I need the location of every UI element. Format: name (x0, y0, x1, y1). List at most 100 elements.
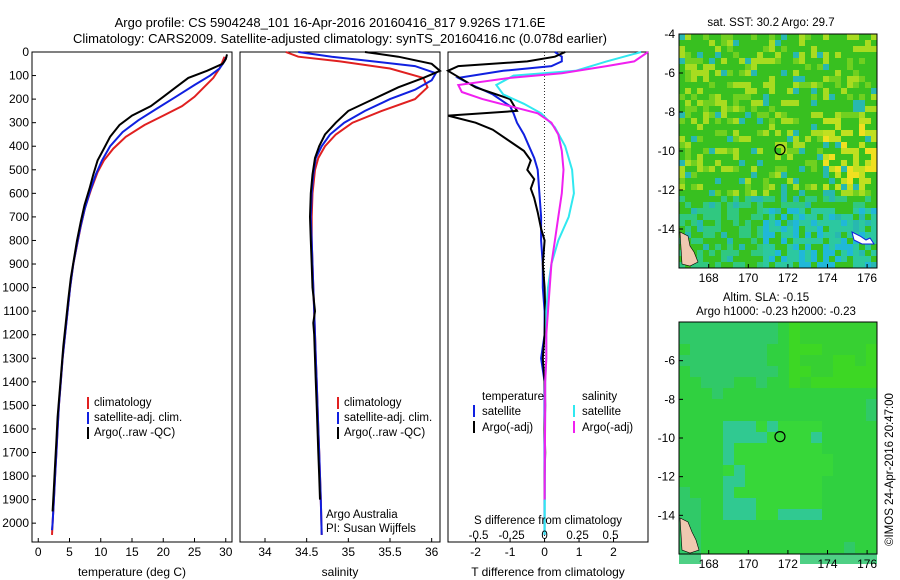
sst-cell (775, 52, 781, 58)
sst-cell (853, 100, 859, 106)
sst-cell (847, 244, 853, 250)
sst-cell (685, 226, 691, 232)
sst-cell (709, 226, 715, 232)
sst-cell (793, 118, 799, 124)
sst-cell (841, 190, 847, 196)
legend-title-temperature: temperature (482, 391, 544, 403)
x-tick-label: 176 (857, 271, 877, 285)
sst-cell (829, 220, 835, 226)
sst-cell (871, 106, 877, 112)
sla-cell (866, 399, 877, 410)
sst-cell (847, 178, 853, 184)
sst-cell (835, 70, 841, 76)
sst-cell (823, 34, 829, 40)
sst-cell (829, 154, 835, 160)
sla-cell (756, 454, 767, 465)
sla-cell (822, 454, 833, 465)
sla-cell (745, 366, 756, 377)
sst-cell (793, 70, 799, 76)
sst-cell (727, 190, 733, 196)
sst-cell (697, 256, 703, 262)
sst-cell (691, 160, 697, 166)
sst-cell (847, 64, 853, 70)
sst-cell (691, 238, 697, 244)
sst-cell (799, 76, 805, 82)
sst-cell (793, 58, 799, 64)
sst-cell (817, 220, 823, 226)
sst-cell (823, 256, 829, 262)
sla-cell (789, 476, 800, 487)
sst-cell (745, 232, 751, 238)
sst-cell (781, 226, 787, 232)
sst-cell (823, 196, 829, 202)
x-tick-label: 35 (342, 545, 356, 559)
sst-cell (805, 82, 811, 88)
sla-cell (833, 377, 844, 388)
sla-cell (800, 366, 811, 377)
sst-cell (727, 136, 733, 142)
sst-cell (721, 112, 727, 118)
sst-cell (865, 118, 871, 124)
sla-cell (833, 322, 844, 333)
sst-cell (781, 100, 787, 106)
sst-cell (721, 70, 727, 76)
sst-cell (697, 100, 703, 106)
sst-cell (865, 232, 871, 238)
sst-cell (775, 166, 781, 172)
y-tick-label: 1100 (3, 304, 29, 318)
sst-cell (733, 94, 739, 100)
sla-cell (800, 498, 811, 509)
sst-cell (685, 142, 691, 148)
sst-cell (763, 250, 769, 256)
sla-map-title: Altim. SLA: -0.15 (723, 292, 809, 304)
sla-cell (734, 344, 745, 355)
sst-cell (793, 250, 799, 256)
sla-cell (756, 333, 767, 344)
sst-cell (817, 262, 823, 268)
sst-cell (751, 100, 757, 106)
argo-position-marker (774, 431, 786, 443)
sst-cell (859, 58, 865, 64)
sla-cell (811, 366, 822, 377)
sst-cell (769, 40, 775, 46)
sst-cell (835, 172, 841, 178)
sla-cell (756, 476, 767, 487)
sst-cell (823, 64, 829, 70)
sst-cell (757, 250, 763, 256)
sst-cell (709, 40, 715, 46)
y-tick-label: -14 (658, 508, 676, 522)
sla-cell (778, 465, 789, 476)
sst-cell (787, 130, 793, 136)
sst-cell (769, 124, 775, 130)
sla-cell (811, 553, 822, 564)
sst-cell (685, 160, 691, 166)
sla-cell (723, 333, 734, 344)
sst-cell (763, 208, 769, 214)
sst-cell (829, 118, 835, 124)
sla-cell (800, 432, 811, 443)
sst-cell (763, 196, 769, 202)
sst-cell (703, 148, 709, 154)
sst-cell (841, 178, 847, 184)
sst-cell (739, 202, 745, 208)
sla-cell (756, 443, 767, 454)
sst-cell (733, 250, 739, 256)
sst-cell (703, 76, 709, 82)
sst-cell (745, 94, 751, 100)
x-tick-label: 172 (778, 271, 798, 285)
sst-cell (799, 214, 805, 220)
sst-cell (745, 190, 751, 196)
sst-cell (847, 130, 853, 136)
y-tick-label: 1600 (2, 422, 29, 436)
sla-cell (679, 509, 690, 520)
sst-cell (691, 208, 697, 214)
sst-cell (811, 46, 817, 52)
sst-cell (847, 148, 853, 154)
sst-cell (859, 250, 865, 256)
sla-cell (745, 487, 756, 498)
sla-cell (778, 454, 789, 465)
legend-label: Argo(..raw -QC) (344, 427, 425, 439)
sst-cell (757, 226, 763, 232)
sst-cell (685, 232, 691, 238)
sla-cell (756, 366, 767, 377)
